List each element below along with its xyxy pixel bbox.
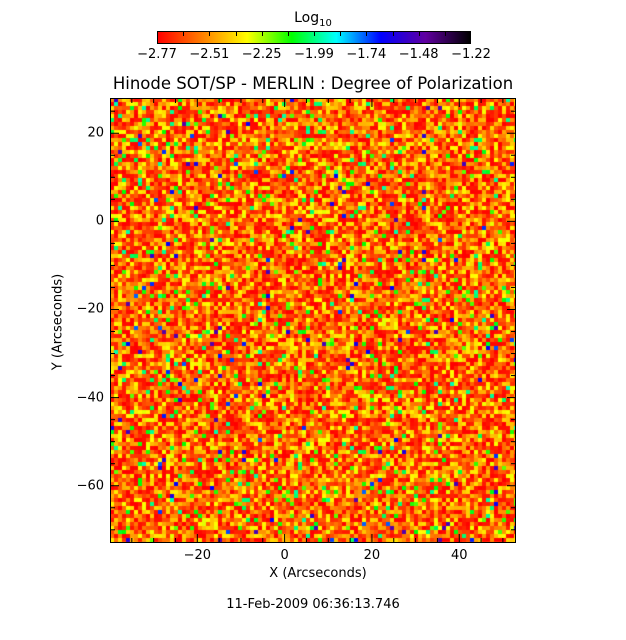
- colorbar-tick-label: −2.77: [137, 47, 177, 62]
- colorbar-tick-mark: [261, 32, 263, 36]
- colorbar-tick-mark: [418, 32, 420, 36]
- x-tick-label: 40: [450, 548, 468, 563]
- colorbar-tick-label: −2.51: [189, 47, 230, 62]
- colorbar-tick-label: −1.48: [398, 47, 439, 62]
- plot-area: [110, 98, 516, 543]
- heatmap-image: [110, 98, 516, 543]
- plot-frame: [110, 98, 516, 543]
- y-tick-label: −40: [76, 390, 104, 406]
- colorbar-tick-mark: [209, 32, 211, 36]
- colorbar-tick-label: −1.99: [294, 47, 334, 62]
- axes-frame: [110, 98, 516, 543]
- chart-title: Hinode SOT/SP - MERLIN : Degree of Polar…: [112, 74, 514, 93]
- colorbar-tick-label: −1.22: [451, 47, 491, 62]
- colorbar-tick-mark: [183, 32, 185, 36]
- y-tick-label: −60: [76, 478, 104, 494]
- colorbar-tick-mark: [392, 32, 394, 36]
- x-tick-label: 20: [363, 548, 381, 563]
- y-tick-label: −20: [76, 301, 104, 317]
- colorbar-tick-mark: [235, 32, 237, 36]
- x-tick-label: −20: [183, 548, 212, 563]
- colorbar-label-base: Log: [294, 10, 320, 26]
- y-tick-label: 0: [95, 213, 104, 229]
- colorbar-tick-mark: [287, 32, 289, 36]
- y-tick-label: 20: [87, 125, 104, 141]
- colorbar-tick-mark: [314, 32, 315, 36]
- timestamp: 11-Feb-2009 06:36:13.746: [226, 597, 400, 612]
- colorbar-tick-mark: [444, 32, 446, 36]
- colorbar-tick-label: −1.74: [346, 47, 387, 62]
- x-tick-label: 0: [280, 548, 289, 563]
- colorbar: [157, 31, 471, 44]
- colorbar-tick-label: −2.25: [241, 47, 282, 62]
- colorbar-tick-mark: [340, 32, 342, 36]
- x-axis-label: X (Arcseconds): [269, 566, 367, 581]
- colorbar-title: Log10: [0, 10, 626, 29]
- colorbar-label-sub: 10: [319, 17, 332, 29]
- colorbar-tick-mark: [366, 32, 368, 36]
- y-axis-label: Y (Arcseconds): [50, 273, 66, 371]
